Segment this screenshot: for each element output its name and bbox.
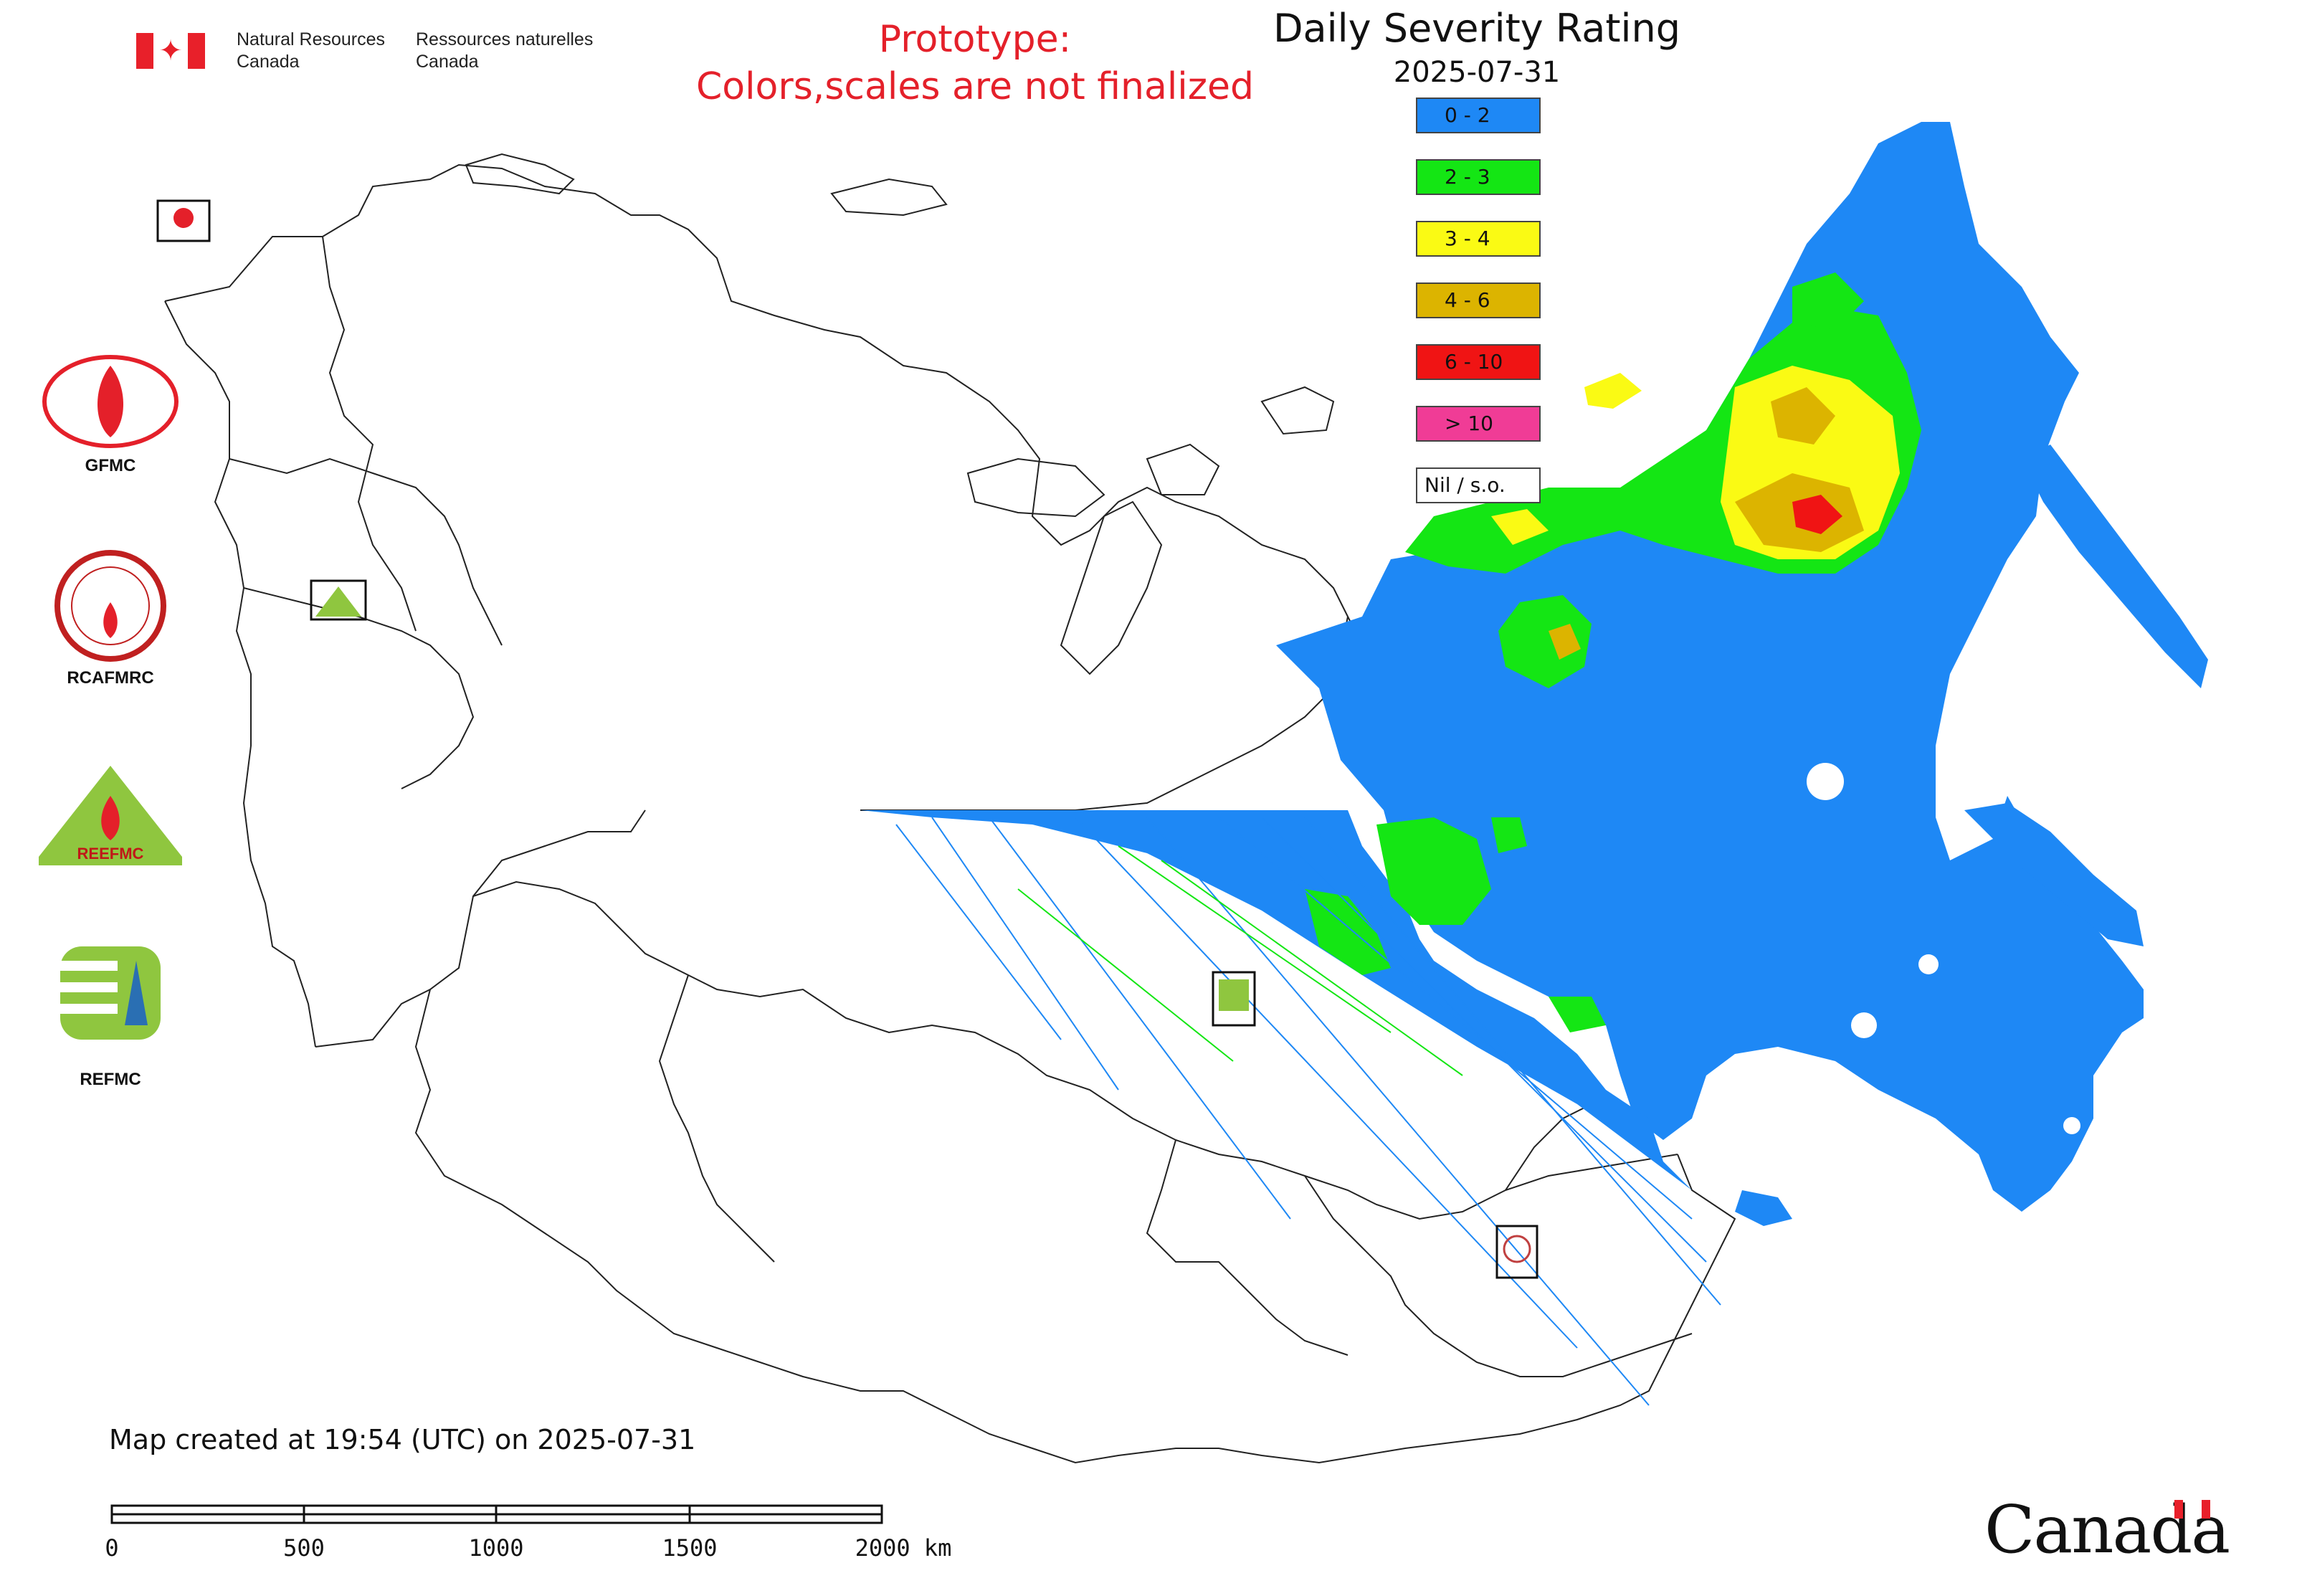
- map-marker-reefmc: [310, 579, 367, 621]
- org-label-reefmc: REEFMC: [77, 845, 144, 863]
- legend-item-over-10: > 10: [1416, 406, 1541, 442]
- country-borders: [164, 163, 1736, 1464]
- legend-item-nil: Nil / s.o.: [1416, 467, 1541, 503]
- legend-item-2-3: 2 - 3: [1416, 159, 1541, 195]
- prototype-note: Prototype: Colors,scales are not finaliz…: [695, 18, 1255, 108]
- canada-wordmark-text: Canada: [1984, 1491, 2230, 1568]
- refmc-logo-icon: [60, 946, 161, 1040]
- rcafmrc-logo-icon: [54, 550, 166, 662]
- severity-raster: [860, 122, 2208, 1406]
- legend-item-0-2: 0 - 2: [1416, 98, 1541, 133]
- canada-flag-icon: ✦: [136, 33, 205, 69]
- scale-label-0: 0: [105, 1534, 119, 1562]
- scale-bar: [110, 1504, 883, 1524]
- legend-item-6-10: 6 - 10: [1416, 344, 1541, 380]
- map-marker-gfmc: [156, 199, 211, 242]
- legend-date: 2025-07-31: [1393, 56, 1561, 89]
- legend-title: Daily Severity Rating: [1273, 6, 1681, 51]
- org-label-gfmc: GFMC: [85, 456, 136, 475]
- agency-name-fr: Ressources naturelles Canada: [416, 29, 594, 72]
- wordmark-flag-icon: [2174, 1500, 2210, 1519]
- scale-label-1000: 1000: [468, 1534, 524, 1562]
- legend-item-3-4: 3 - 4: [1416, 221, 1541, 257]
- gfmc-logo-icon: [42, 355, 179, 448]
- legend-item-4-6: 4 - 6: [1416, 282, 1541, 318]
- map-marker-rcafmrc: [1495, 1225, 1538, 1279]
- map-marker-refmc: [1212, 971, 1256, 1027]
- org-label-refmc: REFMC: [80, 1070, 141, 1089]
- agency-name-en: Natural Resources Canada: [237, 29, 386, 72]
- org-label-rcafmrc: RCAFMRC: [67, 668, 154, 688]
- canada-wordmark: Canada: [1984, 1491, 2230, 1568]
- map-org-markers: [156, 199, 1538, 1279]
- map-created-note: Map created at 19:54 (UTC) on 2025-07-31: [109, 1424, 696, 1455]
- scale-label-1500: 1500: [662, 1534, 718, 1562]
- nrcan-signature: ✦ Natural Resources Canada Ressources na…: [136, 29, 595, 79]
- reefmc-logo-icon: [39, 766, 182, 865]
- scale-label-500: 500: [283, 1534, 325, 1562]
- island-outlines: [465, 153, 1335, 675]
- scale-label-2000: 2000 km: [855, 1534, 952, 1562]
